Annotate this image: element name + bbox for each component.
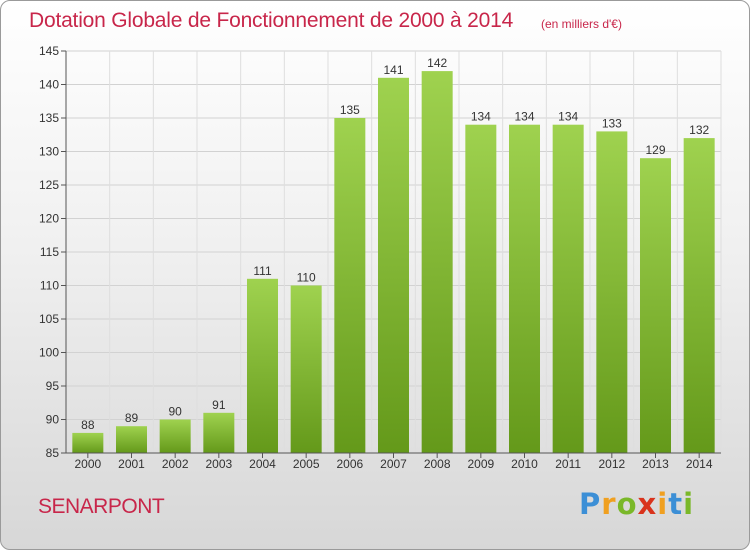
x-tick-label: 2014	[686, 457, 713, 471]
x-tick-label: 2008	[424, 457, 451, 471]
x-tick-label: 2011	[555, 457, 581, 471]
bar	[72, 432, 104, 453]
x-tick-label: 2003	[205, 457, 232, 471]
y-tick-label: 145	[39, 44, 59, 58]
data-label: 142	[427, 56, 447, 70]
brand-letter: i	[657, 487, 669, 521]
bar	[465, 124, 497, 453]
x-tick-label: 2010	[511, 457, 538, 471]
brand-letter: P	[579, 487, 602, 521]
y-tick-label: 115	[40, 245, 59, 259]
y-tick-label: 110	[40, 279, 59, 293]
bar	[159, 419, 191, 453]
data-label: 134	[558, 110, 578, 124]
x-tick-label: 2012	[598, 457, 625, 471]
data-label: 141	[383, 63, 403, 77]
proxiti-logo: Proxiti	[579, 487, 694, 521]
x-tick-label: 2002	[162, 457, 189, 471]
brand-letter: x	[637, 487, 658, 521]
chart-title: Dotation Globale de Fonctionnement de 20…	[29, 9, 514, 32]
x-tick-label: 2001	[118, 457, 145, 471]
y-tick-label: 95	[46, 379, 60, 393]
bar	[421, 71, 453, 453]
y-tick-label: 90	[46, 413, 60, 427]
data-label: 111	[253, 264, 272, 278]
bar	[552, 124, 584, 453]
data-label: 88	[81, 418, 95, 432]
labels: 85 90 95 100 105 110 115 120 125 130 135 140 145 88 20…	[39, 44, 713, 471]
brand-letter: t	[668, 487, 684, 521]
brand-letter: r	[601, 487, 617, 521]
y-tick-label: 135	[39, 111, 59, 125]
data-label: 129	[645, 143, 665, 157]
data-label: 134	[514, 110, 534, 124]
data-label: 132	[689, 123, 709, 137]
y-tick-label: 105	[39, 312, 59, 326]
bar	[596, 131, 628, 453]
data-label: 133	[602, 116, 622, 130]
y-tick-label: 100	[39, 346, 59, 360]
x-tick-label: 2006	[336, 457, 363, 471]
bar	[203, 412, 235, 453]
bar	[290, 285, 322, 453]
x-tick-label: 2007	[380, 457, 407, 471]
data-label: 91	[212, 398, 226, 412]
data-label: 135	[340, 103, 360, 117]
bar	[640, 158, 671, 453]
bar	[247, 278, 278, 453]
y-tick-label: 140	[39, 78, 59, 92]
data-label: 134	[471, 110, 491, 124]
bar	[334, 118, 366, 453]
data-label: 90	[168, 405, 182, 419]
y-tick-label: 120	[39, 212, 59, 226]
bar	[509, 124, 540, 453]
y-tick-label: 85	[46, 446, 60, 460]
bar	[683, 138, 715, 453]
y-tick-label: 125	[39, 178, 59, 192]
y-tick-label: 130	[39, 145, 59, 159]
x-tick-label: 2000	[74, 457, 101, 471]
data-label: 89	[125, 411, 139, 425]
x-tick-label: 2004	[249, 457, 276, 471]
data-label: 110	[297, 271, 316, 285]
brand-letter: i	[683, 487, 695, 521]
x-tick-label: 2009	[467, 457, 494, 471]
x-tick-label: 2005	[293, 457, 320, 471]
brand-letter: o	[616, 487, 638, 521]
bar	[116, 426, 147, 453]
axes	[61, 50, 721, 458]
x-tick-label: 2013	[642, 457, 669, 471]
commune-name: SENARPONT	[38, 495, 165, 518]
unit-note: (en milliers d'€)	[541, 17, 622, 31]
bars	[72, 71, 715, 454]
bar	[378, 77, 409, 454]
